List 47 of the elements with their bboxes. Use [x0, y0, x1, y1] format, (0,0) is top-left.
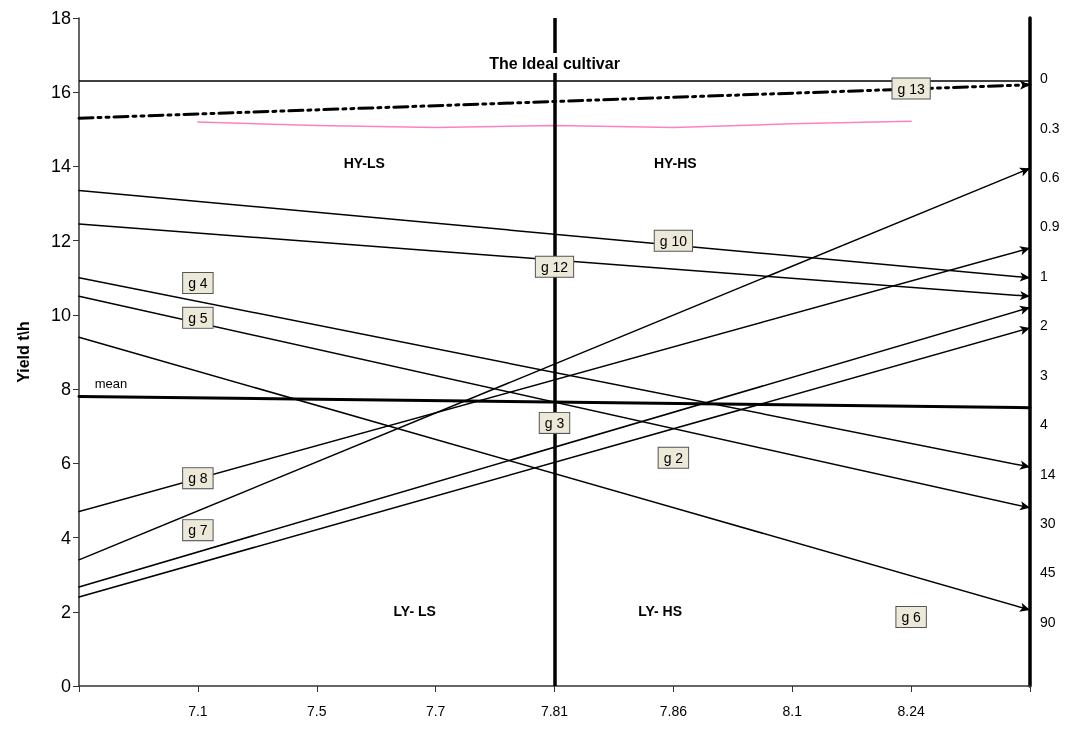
x-tick-label: 8.1: [782, 703, 803, 719]
line-series: [197, 120, 912, 129]
x-tick-label: 7.86: [659, 703, 688, 719]
text: 45: [1040, 564, 1056, 581]
y-tick-label: 16: [50, 82, 71, 103]
y-tick-label: 2: [60, 601, 71, 622]
annotation: LY- LS: [393, 603, 436, 620]
y-tick-label: 12: [50, 230, 71, 251]
y-tick-label: 8: [60, 379, 71, 400]
text: 4: [1040, 416, 1048, 433]
annotation: HY-LS: [343, 154, 385, 171]
ref-line-label: The Ideal cultivar: [489, 54, 620, 72]
y-tick-label: 6: [60, 453, 71, 474]
text: 30: [1040, 515, 1056, 532]
y-tick-label: 10: [50, 304, 71, 325]
annotation: g 8: [188, 470, 208, 487]
annotation: g 13: [897, 80, 925, 97]
annotation: LY- HS: [638, 603, 682, 620]
x-tick-label: 7.5: [307, 703, 327, 719]
y-axis-title: Yield t\h: [14, 321, 32, 383]
text: 0.6: [1040, 168, 1060, 185]
series-label: mean: [94, 375, 128, 391]
x-tick-label: 8.24: [897, 703, 925, 719]
text: 14: [1040, 465, 1056, 482]
annotation: g 2: [663, 449, 684, 466]
annotation: g 7: [188, 522, 208, 539]
x-tick-label: 7.7: [425, 703, 446, 719]
x-tick-label: 7.1: [188, 703, 208, 719]
annotation: g 6: [901, 608, 922, 625]
text: 0.3: [1040, 119, 1060, 136]
text: 0.9: [1040, 218, 1060, 235]
y-tick-label: 4: [60, 527, 71, 548]
text: 1: [1040, 267, 1048, 284]
annotation: g 4: [188, 274, 208, 291]
annotation: g 5: [188, 309, 208, 326]
annotation: g 12: [540, 258, 569, 275]
annotation: HY-HS: [653, 154, 697, 171]
text: 0: [1040, 70, 1048, 87]
x-tick-label: 7.81: [540, 703, 569, 719]
y-tick-label: 14: [50, 156, 71, 177]
text: 90: [1040, 613, 1056, 630]
text: 3: [1040, 366, 1048, 383]
annotation: g 10: [659, 232, 688, 249]
text: 2: [1040, 317, 1048, 334]
annotation: g 3: [544, 414, 565, 431]
y-tick-label: 0: [60, 676, 71, 696]
y-tick-label: 18: [50, 8, 71, 28]
